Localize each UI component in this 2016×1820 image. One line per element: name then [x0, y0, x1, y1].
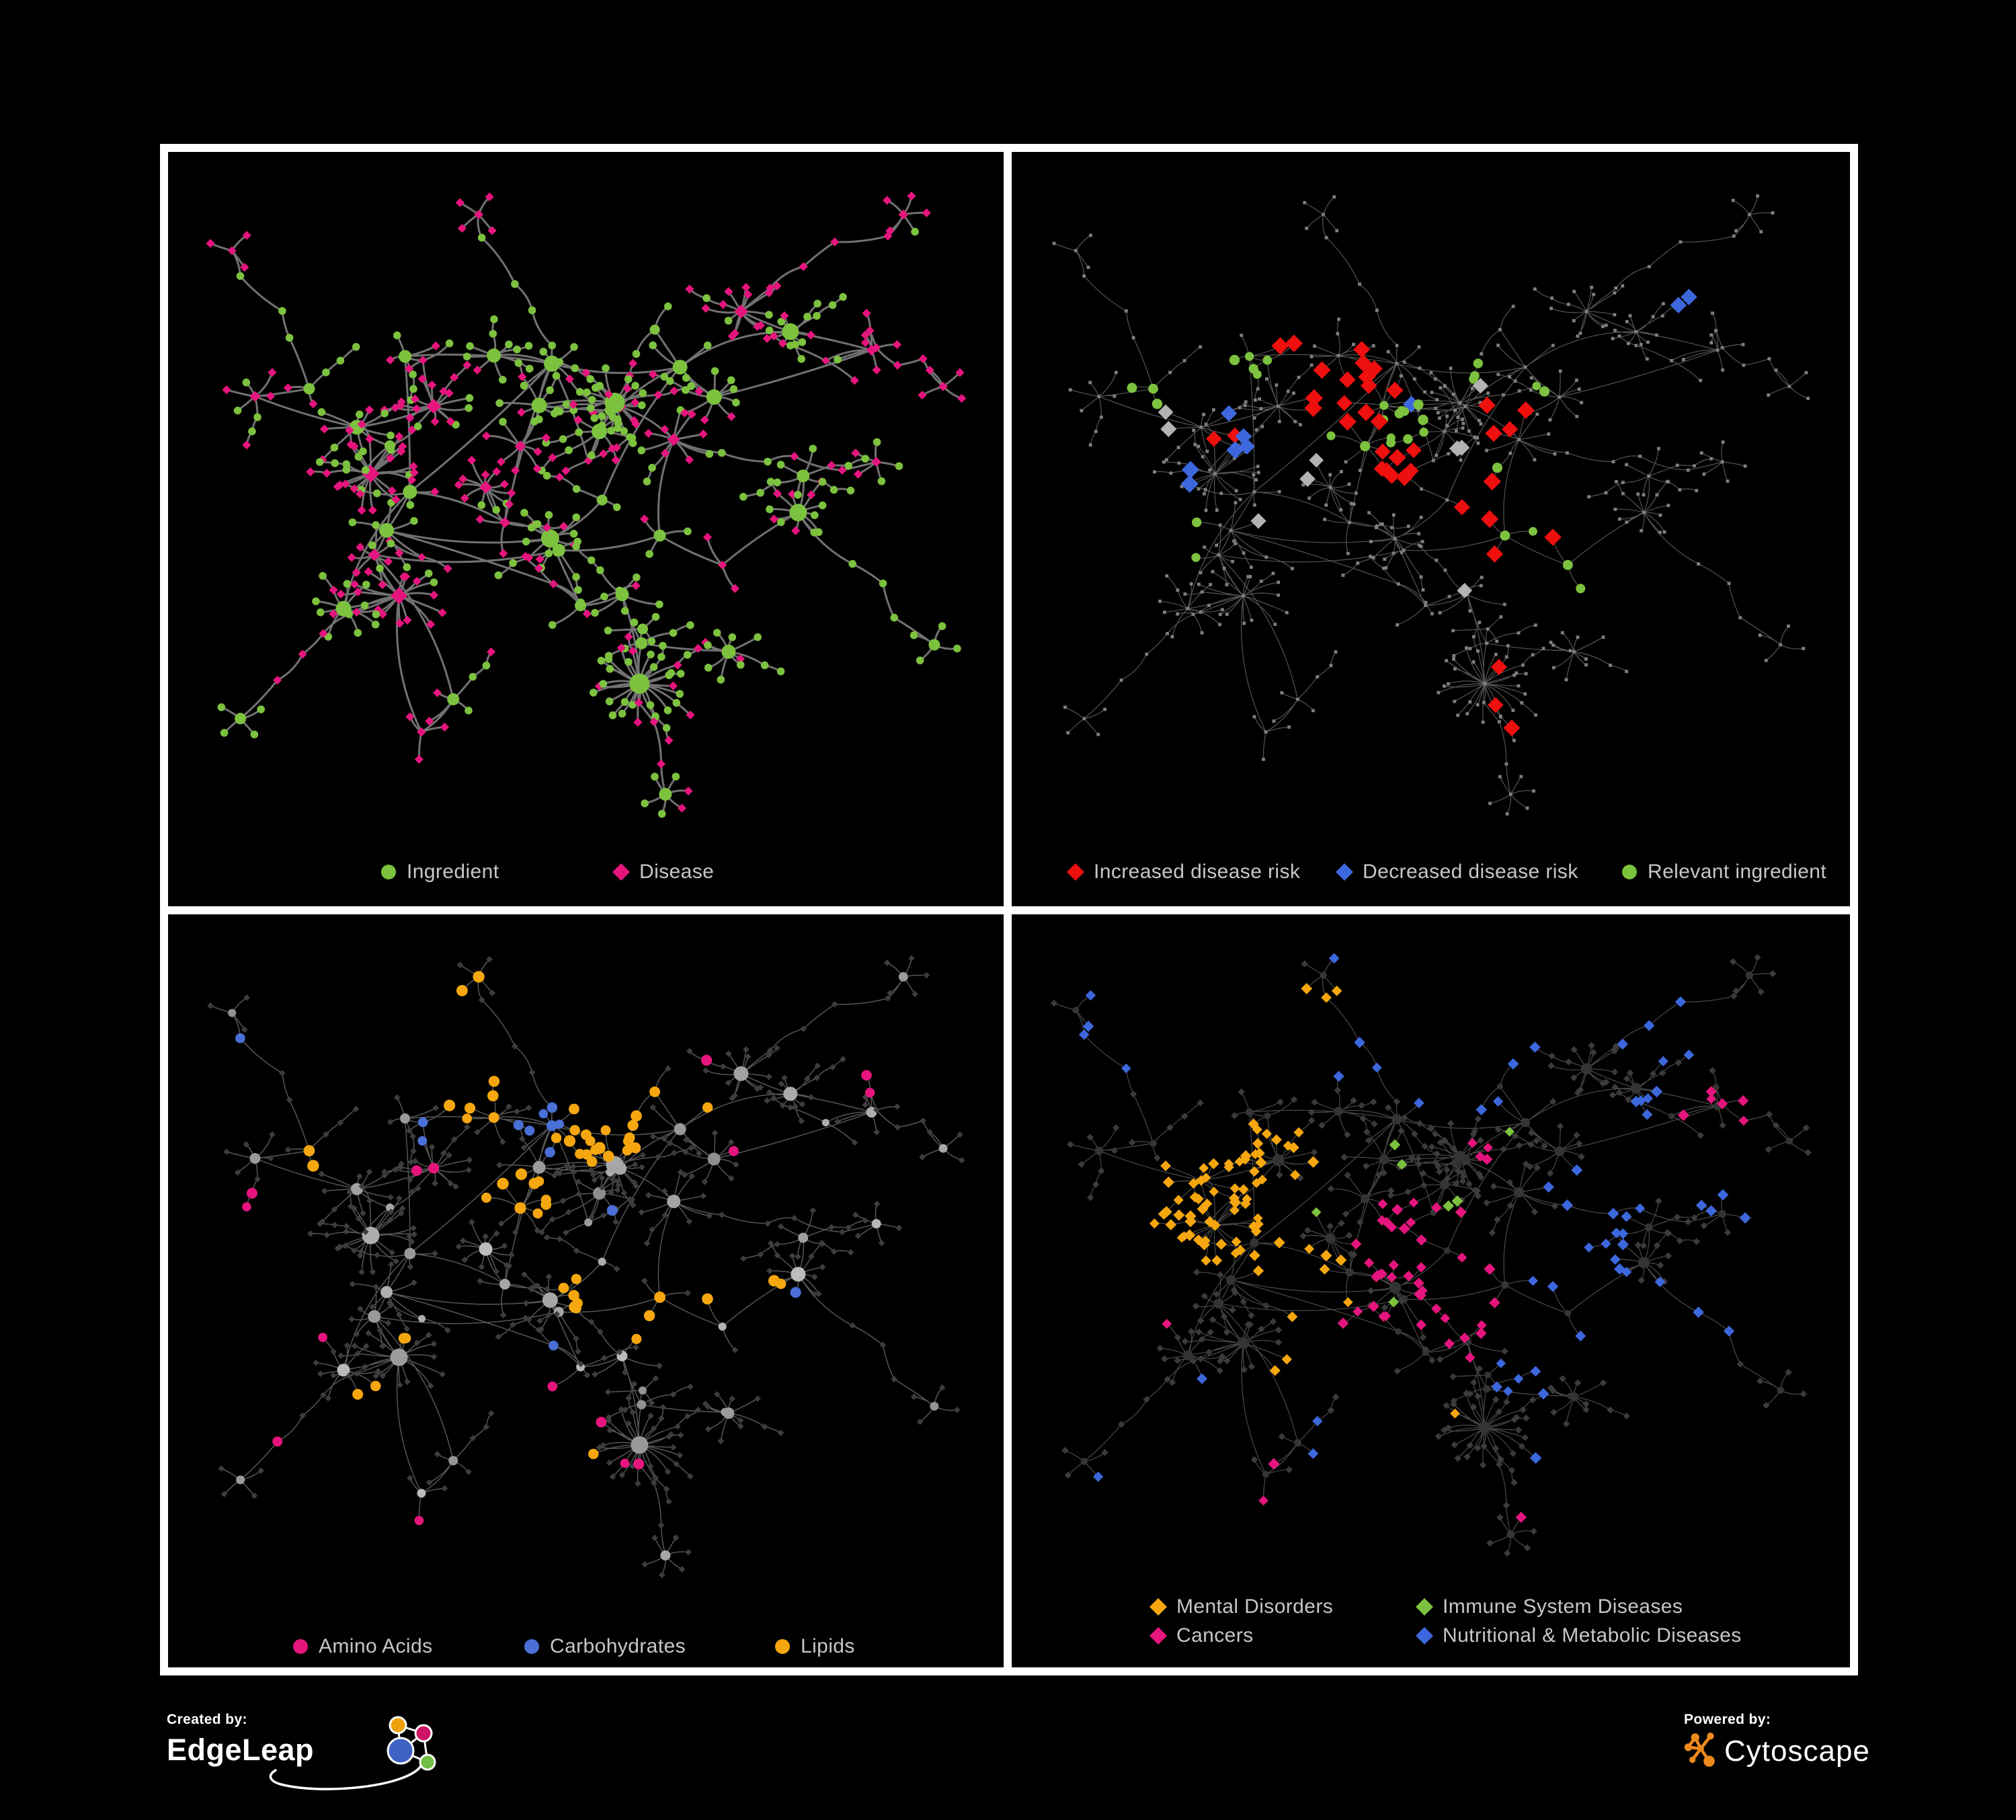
panel-ingredient-disease: Ingredient Disease — [168, 152, 1004, 906]
panel-disease-classes: Mental Disorders Immune System Diseases Ca… — [1012, 914, 1850, 1667]
cytoscape-credit: Powered by: Cytoscape — [1684, 1712, 1966, 1792]
panel-nutrient-classes: Amino Acids Carbohydrates Lipids — [168, 914, 1004, 1667]
network-graph-disease-classes — [1050, 953, 1812, 1557]
cytoscape-logo-icon — [1684, 1733, 1715, 1767]
edgeleap-credit: Created by: EdgeLeap — [167, 1712, 436, 1813]
created-by-label: Created by: — [167, 1712, 247, 1727]
edgeleap-logo-icon — [269, 1716, 436, 1790]
network-graph-nutrient-classes — [207, 955, 965, 1579]
edgeleap-swoosh — [269, 1763, 424, 1790]
edgeleap-logo-text: EdgeLeap — [167, 1733, 315, 1767]
cytoscape-logo-text: Cytoscape — [1724, 1735, 1870, 1768]
figure-frame: Ingredient Disease Increased disease risk… — [160, 144, 1858, 1675]
panel-disease-risk: Increased disease risk Decreased disease … — [1012, 152, 1850, 906]
network-graph-disease-risk — [1052, 194, 1810, 816]
network-graph-ingredient-disease — [206, 191, 967, 818]
powered-by-label: Powered by: — [1684, 1712, 1771, 1727]
